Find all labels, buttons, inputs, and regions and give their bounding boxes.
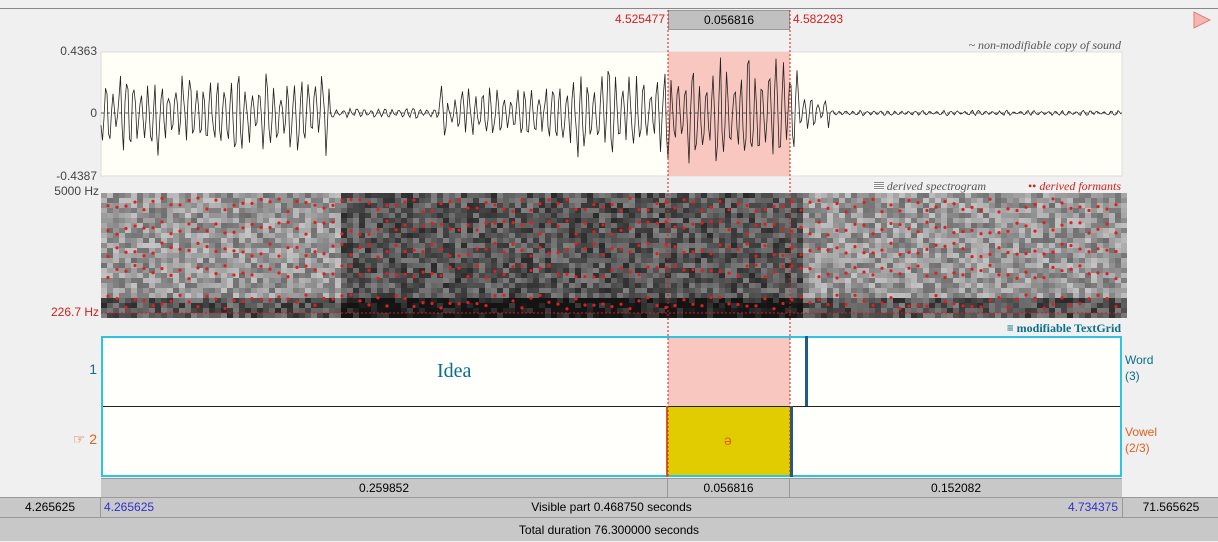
selection-lines — [0, 0, 1218, 480]
right-visible: 4.734375 — [1068, 500, 1118, 514]
duration-segment[interactable]: 0.152082 — [790, 478, 1122, 498]
total-duration[interactable]: Total duration 76.300000 seconds — [0, 517, 1218, 541]
duration-segment[interactable]: 0.056816 — [668, 478, 790, 498]
left-total[interactable]: 4.265625 — [0, 497, 101, 517]
visible-part[interactable]: Visible part 0.468750 seconds — [101, 497, 1122, 517]
left-visible: 4.265625 — [104, 500, 154, 514]
right-total[interactable]: 71.565625 — [1122, 497, 1218, 517]
duration-segment[interactable]: 0.259852 — [101, 478, 668, 498]
